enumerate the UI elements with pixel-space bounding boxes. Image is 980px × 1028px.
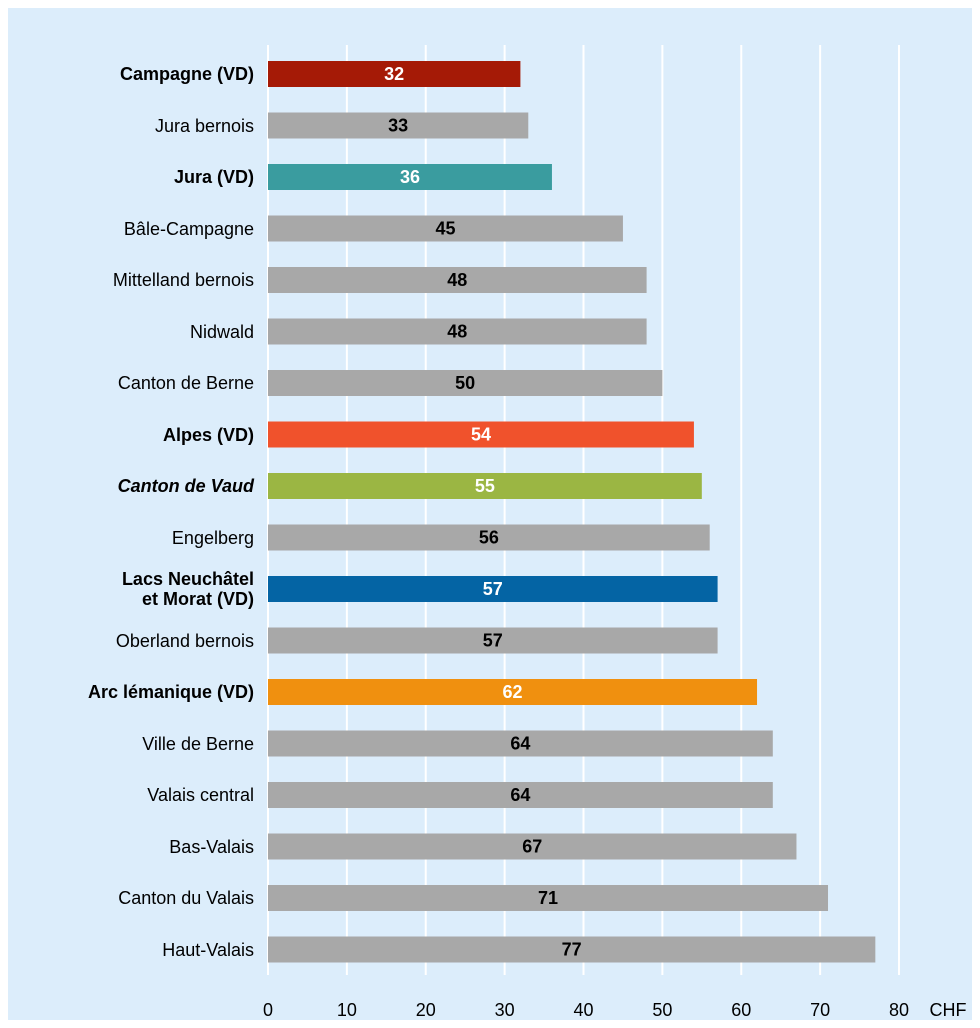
value-label: 64	[510, 733, 530, 753]
bar	[268, 576, 718, 602]
category-label: Alpes (VD)	[162, 424, 254, 445]
bar	[268, 318, 647, 345]
value-label: 55	[475, 476, 495, 496]
category-label: Nidwald	[189, 321, 254, 342]
bar	[268, 885, 829, 911]
x-tick-label: 0	[263, 1000, 273, 1020]
category-label: Arc lémanique (VD)	[87, 682, 254, 702]
category-label: Campagne (VD)	[119, 64, 254, 84]
x-unit: CHF	[930, 1000, 967, 1020]
value-label: 62	[502, 682, 522, 702]
value-label: 57	[483, 579, 503, 599]
bar	[268, 833, 797, 860]
x-tick-label: 10	[337, 1000, 357, 1020]
category-label: Jura bernois	[154, 115, 254, 136]
bar	[268, 112, 529, 139]
category-label: Valais central	[147, 785, 254, 805]
bar	[268, 524, 710, 551]
value-label: 56	[479, 527, 499, 547]
bar	[268, 627, 718, 654]
category-label: Canton de Berne	[117, 373, 254, 393]
value-label: 71	[538, 888, 558, 908]
bar	[268, 370, 663, 396]
bar	[268, 215, 623, 242]
category-label: Mittelland bernois	[112, 270, 254, 290]
category-label: Haut-Valais	[162, 939, 254, 960]
category-label: Canton du Valais	[118, 888, 254, 908]
value-label: 50	[455, 373, 475, 393]
value-label: 54	[471, 424, 491, 444]
bar	[268, 936, 876, 963]
value-label: 57	[483, 630, 503, 650]
bar	[268, 782, 773, 808]
value-label: 64	[510, 785, 530, 805]
category-label: Bâle-Campagne	[123, 218, 254, 239]
category-label: Bas-Valais	[169, 836, 254, 857]
bar	[268, 730, 773, 757]
category-label: Lacs Neuchâtel et Morat (VD)	[121, 569, 254, 609]
bar	[268, 267, 647, 293]
category-label: Engelberg	[171, 527, 254, 548]
x-tick-label: 80	[889, 1000, 909, 1020]
value-label: 48	[447, 321, 467, 341]
category-label: Canton de Vaud	[117, 476, 254, 496]
x-tick-label: 70	[810, 1000, 830, 1020]
bar	[268, 61, 521, 87]
x-tick-label: 60	[731, 1000, 751, 1020]
background	[8, 8, 972, 1020]
category-label: Ville de Berne	[142, 733, 254, 754]
value-label: 32	[384, 64, 404, 84]
bar	[268, 164, 552, 190]
value-label: 77	[562, 939, 582, 959]
x-tick-label: 40	[573, 1000, 593, 1020]
value-label: 36	[400, 167, 420, 187]
bar	[268, 473, 702, 499]
value-label: 33	[388, 115, 408, 135]
bar	[268, 679, 758, 705]
bar	[268, 421, 694, 448]
value-label: 48	[447, 270, 467, 290]
value-label: 45	[435, 218, 455, 238]
value-label: 67	[522, 836, 542, 856]
category-label: Oberland bernois	[115, 630, 254, 651]
x-tick-label: 50	[652, 1000, 672, 1020]
x-tick-label: 20	[416, 1000, 436, 1020]
x-tick-label: 30	[495, 1000, 515, 1020]
category-label: Jura (VD)	[173, 167, 254, 187]
